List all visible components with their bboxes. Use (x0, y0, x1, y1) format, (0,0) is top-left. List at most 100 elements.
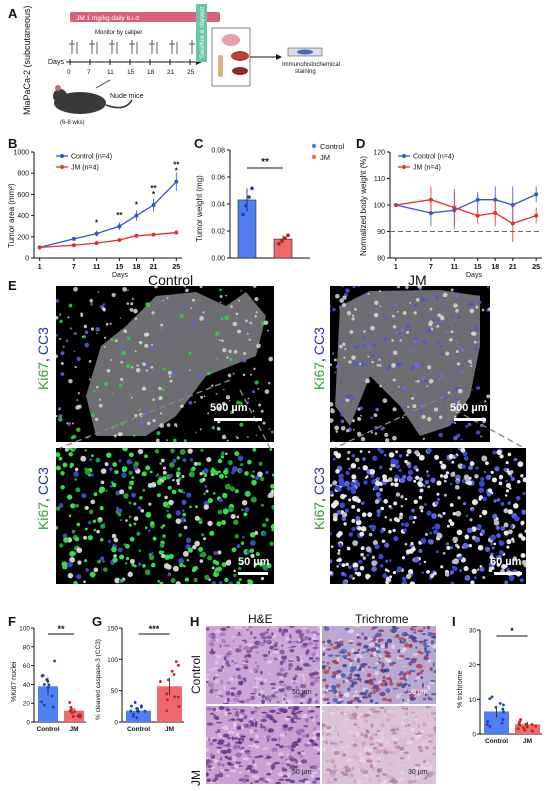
cell-nucleus (206, 371, 211, 376)
tissue-cell (241, 735, 246, 738)
cell-nucleus (77, 392, 80, 395)
tissue-cell (282, 684, 287, 687)
cell-nucleus (60, 471, 65, 476)
cell-nucleus (410, 365, 415, 371)
cell-nucleus (73, 471, 79, 477)
tissue-cell (316, 626, 320, 629)
x-tick-label: 1 (394, 264, 398, 271)
tissue-cell (222, 660, 226, 665)
cell-nucleus (142, 362, 146, 367)
cc3-label: CC3 (35, 467, 51, 495)
cell-nucleus (246, 436, 249, 439)
cell-nucleus (500, 501, 505, 506)
cell-nucleus (240, 562, 244, 566)
cell-nucleus (244, 490, 251, 497)
tissue-cell (377, 731, 385, 735)
tissue-cell (232, 697, 240, 702)
tissue-cell (226, 726, 229, 731)
cell-nucleus (359, 414, 362, 417)
tissue-cell (259, 681, 264, 686)
data-point (165, 692, 169, 696)
tissue-cell (276, 701, 280, 704)
cell-nucleus (345, 288, 350, 293)
ki67-label: Ki67 (311, 502, 327, 530)
tissue-cell (327, 689, 334, 692)
cell-nucleus (391, 314, 395, 318)
tissue-cell (377, 738, 384, 743)
tissue-cell (234, 664, 238, 667)
tissue-cell (400, 721, 405, 724)
tissue-cell (331, 671, 339, 675)
cell-nucleus (182, 512, 187, 517)
tissue-cell (365, 773, 368, 778)
tissue-cell (419, 651, 424, 655)
cell-nucleus (266, 562, 272, 569)
legend-marker (311, 154, 317, 160)
cell-nucleus (106, 452, 112, 458)
cell-nucleus (250, 496, 257, 503)
y-tick-label: 0.08 (211, 148, 225, 155)
tissue-cell (296, 656, 300, 659)
tissue-cell (206, 673, 211, 677)
cell-nucleus (365, 378, 370, 384)
cell-nucleus (247, 397, 250, 400)
cell-nucleus (392, 350, 398, 355)
cell-nucleus (491, 546, 495, 550)
cell-nucleus (498, 481, 503, 486)
cell-nucleus (144, 343, 149, 348)
tissue-cell (372, 689, 376, 695)
cell-nucleus (479, 567, 485, 572)
tissue-cell (397, 637, 405, 640)
cell-nucleus (350, 463, 357, 469)
tissue-cell (220, 627, 227, 632)
cell-nucleus (146, 421, 151, 426)
h-scale-4: 30 µm (408, 769, 428, 776)
tissue-cell (290, 748, 295, 752)
cell-nucleus (399, 477, 406, 484)
cell-nucleus (339, 502, 346, 509)
cell-nucleus (424, 480, 429, 485)
tissue-cell (363, 636, 368, 641)
tissue-cell (225, 660, 230, 665)
ihc-text-1: Immunohistochemical (282, 62, 340, 68)
tissue-cell (427, 713, 431, 717)
cell-nucleus (375, 307, 377, 310)
cell-nucleus (182, 550, 189, 557)
cell-nucleus (252, 448, 257, 452)
cell-nucleus (133, 502, 137, 506)
cell-nucleus (211, 384, 214, 387)
cell-nucleus (392, 407, 397, 412)
cell-nucleus (442, 404, 446, 407)
tissue-cell (393, 714, 396, 718)
tissue-cell (345, 745, 350, 748)
cell-nucleus (243, 352, 247, 355)
tissue-cell (237, 752, 242, 758)
tissue-cell (432, 662, 435, 667)
cell-nucleus (166, 513, 172, 519)
tissue-cell (415, 766, 420, 772)
cell-nucleus (87, 520, 92, 525)
cell-nucleus (160, 525, 164, 529)
cell-nucleus (209, 530, 215, 536)
cell-nucleus (375, 480, 381, 487)
cell-nucleus (419, 488, 424, 493)
cell-nucleus (128, 501, 132, 505)
cell-nucleus (255, 311, 258, 314)
cell-nucleus (167, 305, 170, 308)
cell-nucleus (442, 511, 446, 515)
cell-nucleus (123, 493, 129, 499)
cell-nucleus (169, 473, 174, 478)
cell-nucleus (524, 529, 526, 533)
cell-nucleus (375, 491, 381, 498)
tissue-cell (405, 780, 409, 784)
cell-nucleus (376, 509, 381, 514)
tissue-cell (314, 702, 319, 704)
cell-nucleus (189, 505, 192, 509)
tissue-cell (276, 672, 283, 676)
e-jm-zoom-image (330, 448, 526, 584)
tissue-cell (256, 680, 259, 686)
tissue-cell (381, 662, 385, 668)
tissue-cell (208, 781, 215, 784)
data-point (494, 705, 498, 709)
cell-nucleus (164, 495, 168, 500)
